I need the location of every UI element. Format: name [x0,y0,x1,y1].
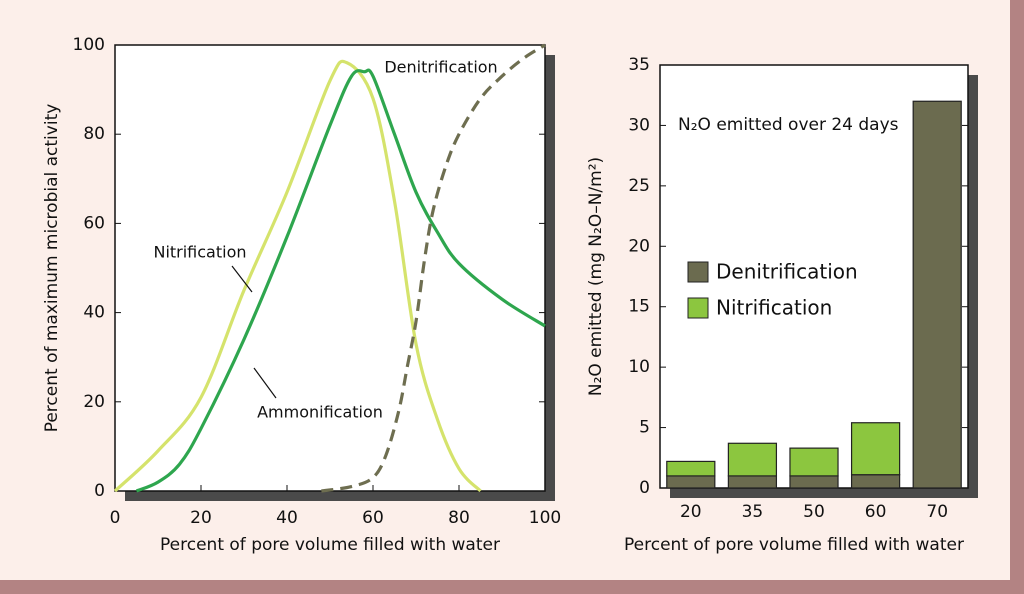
bar-segment [666,475,716,489]
x-tick-label: 35 [742,502,764,522]
x-tick-label: 80 [448,508,470,528]
y-tick-label: 20 [83,392,105,412]
plot-area [114,44,546,492]
x-tick-label: 20 [680,502,702,522]
y-tick-label: 35 [628,55,650,75]
x-tick-label: 70 [926,502,948,522]
x-tick-label: 60 [362,508,384,528]
series-line [321,43,546,493]
bar-segment [789,447,839,477]
y-tick-label: 25 [628,176,650,196]
bar-segment [912,100,962,489]
x-tick-label: 40 [276,508,298,528]
bar-segment [789,475,839,489]
y-tick-label: 100 [73,35,105,55]
frame-bottom [0,580,1024,594]
y-tick-label: 0 [94,481,105,501]
leader-line [231,265,253,293]
series-line [135,68,546,493]
x-tick-label: 100 [529,508,561,528]
bar-segment [850,474,901,489]
bar-segment [850,422,901,476]
x-tick-label: 50 [803,502,825,522]
legend-swatch [687,297,709,319]
y-tick-label: 20 [628,236,650,256]
bar-segment [727,442,778,477]
bar-segment [727,475,778,489]
annotation: N₂O emitted over 24 days [678,115,899,135]
leader-line [253,367,277,399]
y-axis-title: Percent of maximum microbial activity [42,104,62,433]
y-tick-label: 40 [83,303,105,323]
y-tick-label: 80 [83,124,105,144]
frame-right [1010,0,1024,594]
series-annotation: Denitrification [384,58,497,77]
y-axis-title: N₂O emitted (mg N₂O–N/m²) [586,157,606,396]
series-annotation: Ammonification [257,403,383,422]
series-annotation: Nitrification [153,243,246,262]
bar-segment [666,460,716,477]
series-line [113,59,482,493]
y-tick-label: 10 [628,357,650,377]
y-tick-label: 60 [83,213,105,233]
x-axis-title: Percent of pore volume filled with water [160,535,500,555]
x-tick-label: 60 [865,502,887,522]
y-tick-label: 30 [628,115,650,135]
y-tick-label: 0 [639,478,650,498]
x-tick-label: 0 [110,508,121,528]
x-tick-label: 20 [190,508,212,528]
y-tick-label: 15 [628,297,650,317]
legend-swatch [687,261,709,283]
legend-label: Nitrification [716,296,832,320]
x-axis-title: Percent of pore volume filled with water [624,535,964,555]
y-tick-label: 5 [639,418,650,438]
legend-label: Denitrification [716,260,858,284]
